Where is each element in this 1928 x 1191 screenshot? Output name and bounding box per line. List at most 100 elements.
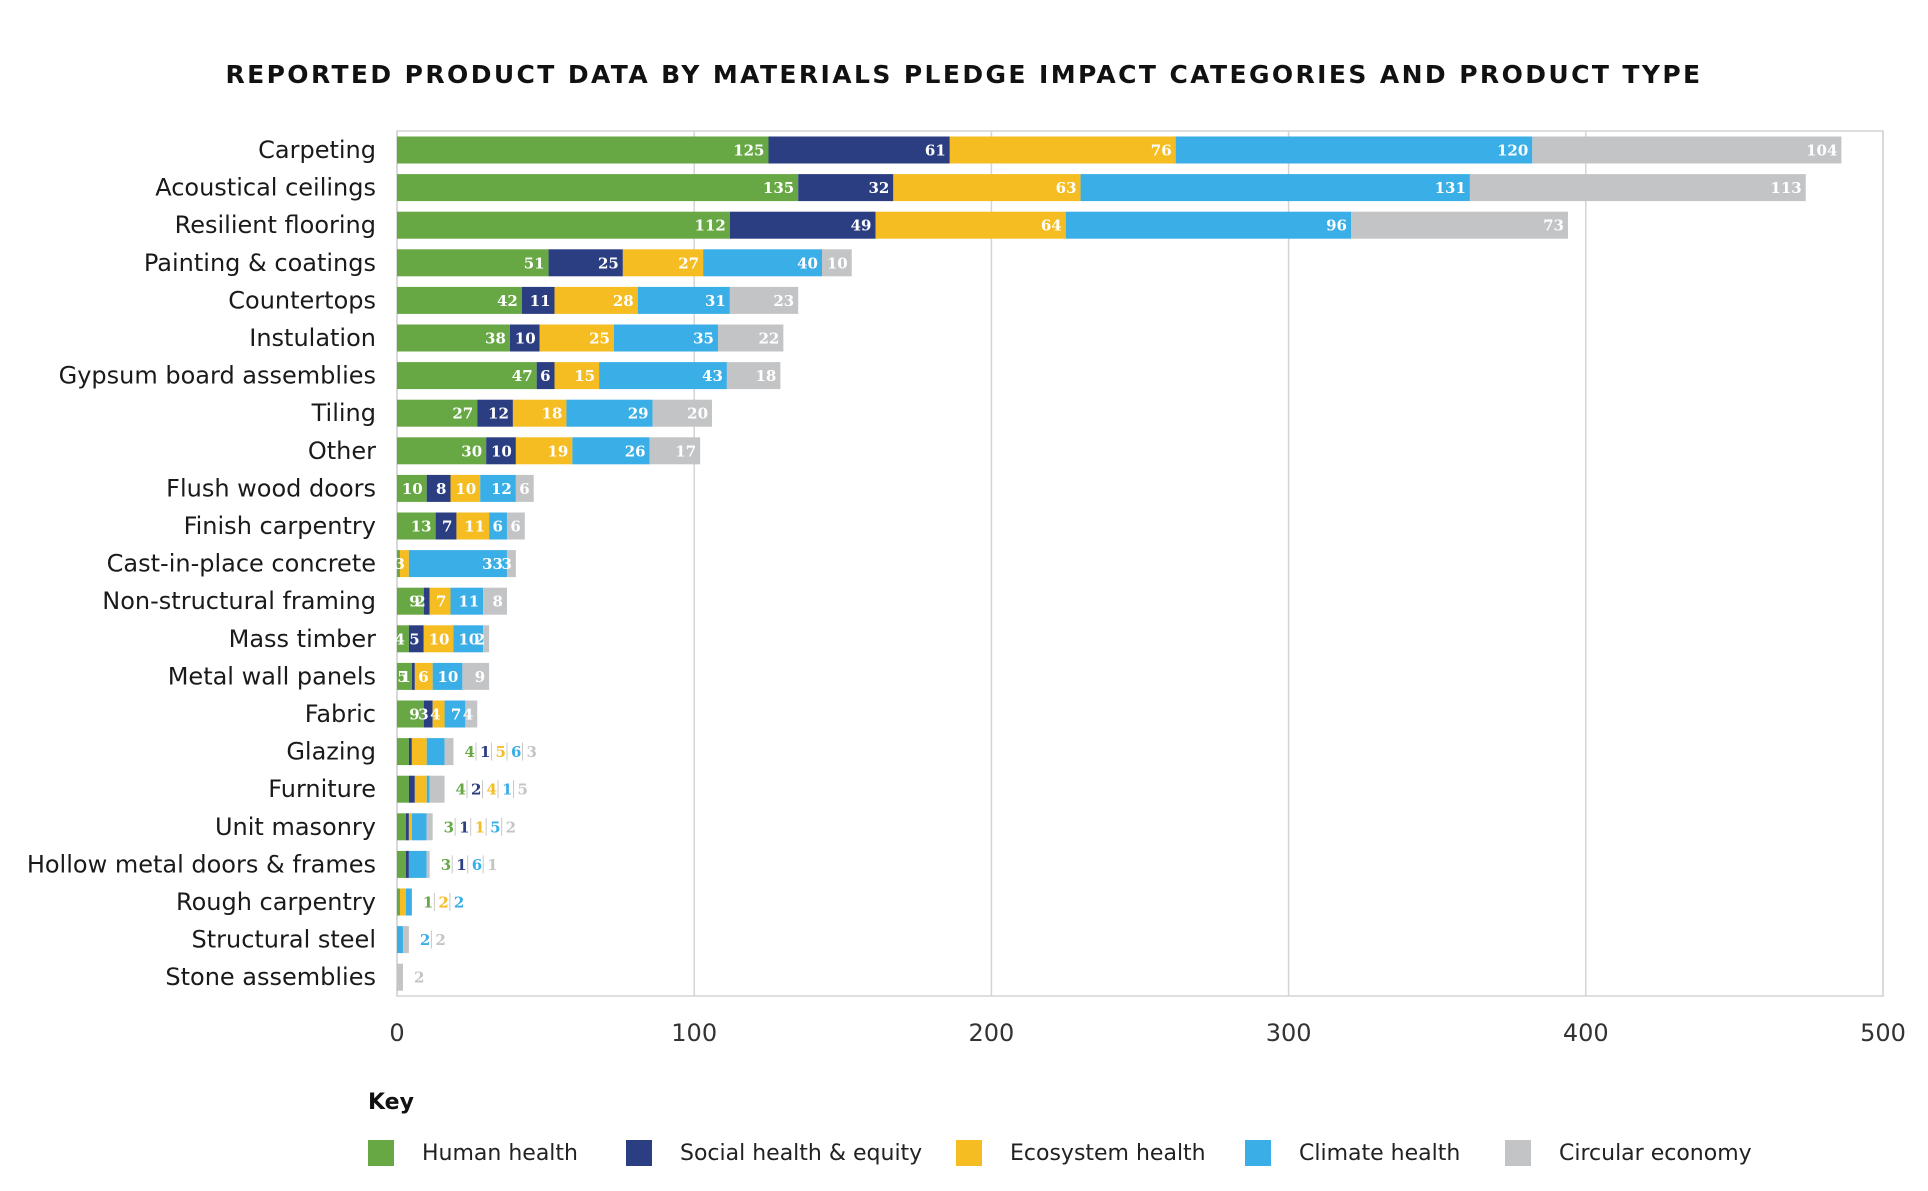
bar-segment: [397, 700, 424, 728]
bar-segment: [450, 587, 484, 615]
bar-segment: [489, 512, 507, 540]
legend-items: Human health Social health & equity Ecosys…: [368, 1136, 1868, 1170]
data-label: 4: [456, 781, 466, 799]
data-label: 131: [1435, 179, 1466, 197]
legend-item: Ecosystem health: [956, 1136, 1206, 1170]
bar-segment: [554, 362, 600, 390]
bar-segment: [506, 512, 525, 540]
bar-segment: [649, 437, 701, 465]
bar-segment: [397, 512, 436, 540]
data-label: 63: [1056, 179, 1077, 197]
bar-segment: [397, 174, 799, 202]
bar-segment: [402, 926, 409, 954]
data-label: 5: [409, 630, 419, 648]
data-label: 7: [451, 706, 461, 724]
bar-segment: [622, 249, 704, 277]
data-label: 2: [454, 894, 464, 912]
category-label: Instulation: [249, 324, 376, 352]
category-label: Rough carpentry: [176, 888, 376, 916]
data-label: 6: [472, 856, 482, 874]
legend-swatch: [626, 1140, 652, 1166]
bar-segment: [429, 587, 451, 615]
data-label: 33: [482, 555, 503, 573]
bar-segment: [717, 324, 784, 352]
bar-segment: [462, 662, 490, 690]
bar-segment: [613, 324, 718, 352]
data-label: 10: [455, 480, 476, 498]
data-label: 135: [763, 179, 794, 197]
data-label: 1: [480, 743, 490, 761]
bar-segment: [399, 888, 406, 916]
data-label: 28: [613, 292, 634, 310]
legend-swatch: [1245, 1140, 1271, 1166]
data-label: 1: [487, 856, 497, 874]
bar-segment: [726, 362, 781, 390]
bar-segment: [893, 174, 1081, 202]
category-label: Cast-in-place concrete: [107, 550, 376, 578]
legend-label: Social health & equity: [680, 1140, 923, 1166]
bar-segment: [515, 474, 534, 502]
data-label: 9: [409, 706, 419, 724]
data-label: 11: [458, 593, 479, 611]
bar-segment: [444, 700, 466, 728]
category-label: Painting & coatings: [144, 249, 376, 277]
data-label: 3: [394, 555, 404, 573]
data-label: 2: [420, 931, 430, 949]
data-label: 11: [464, 518, 485, 536]
bar-segment: [875, 211, 1066, 239]
data-label: 2: [475, 630, 485, 648]
bar-segment: [397, 813, 406, 841]
bar-segment: [405, 888, 412, 916]
bar-segment: [426, 738, 445, 766]
data-label: 30: [461, 442, 482, 460]
category-label: Acoustical ceilings: [155, 174, 376, 202]
bar-segment: [703, 249, 822, 277]
legend-item: Social health & equity: [626, 1136, 922, 1170]
bar-segment: [432, 700, 445, 728]
data-label: 25: [589, 330, 610, 348]
bar-segment: [1469, 174, 1806, 202]
data-label: 17: [675, 442, 696, 460]
bar-segment: [397, 775, 409, 803]
bar-segment: [397, 550, 400, 578]
legend-swatch: [368, 1140, 394, 1166]
bar-segment: [637, 286, 730, 314]
data-label: 51: [524, 254, 545, 272]
bar-segment: [465, 700, 478, 728]
legend-title: Key: [368, 1090, 414, 1115]
bar-segment: [1351, 211, 1568, 239]
bar-segment: [480, 474, 516, 502]
bar-segment: [949, 136, 1176, 164]
bar-segment: [456, 512, 490, 540]
data-label: 23: [773, 292, 794, 310]
bar-segment: [566, 399, 653, 427]
data-label: 22: [758, 330, 779, 348]
category-label: Metal wall panels: [168, 662, 376, 690]
bar-segment: [423, 587, 430, 615]
bar-segment: [405, 850, 409, 878]
bar-segment: [397, 211, 730, 239]
legend: Key Human health Social health & equity Ec…: [368, 1090, 1868, 1180]
category-label: Carpeting: [258, 136, 376, 164]
bar-segment: [397, 136, 769, 164]
data-label: 125: [733, 142, 764, 160]
x-tick-label: 0: [389, 1019, 404, 1047]
category-label: Countertops: [228, 286, 376, 314]
x-tick-label: 300: [1266, 1019, 1312, 1047]
data-label: 32: [868, 179, 889, 197]
category-label: Non-structural framing: [102, 587, 376, 615]
data-label: 20: [687, 405, 708, 423]
bar-segment: [548, 249, 623, 277]
bar-segment: [1080, 174, 1470, 202]
bar-segment: [432, 662, 463, 690]
bar-segment: [411, 813, 427, 841]
data-label: 4: [394, 630, 404, 648]
bar-segments: [397, 136, 1842, 991]
data-label: 6: [510, 518, 520, 536]
bar-segment: [426, 474, 451, 502]
data-label: 2: [435, 931, 445, 949]
category-label: Resilient flooring: [175, 211, 376, 239]
bar-segment: [1175, 136, 1533, 164]
data-label: 10: [438, 668, 459, 686]
category-labels: Carpeting Acoustical ceilings Resilient fl…: [27, 136, 376, 991]
